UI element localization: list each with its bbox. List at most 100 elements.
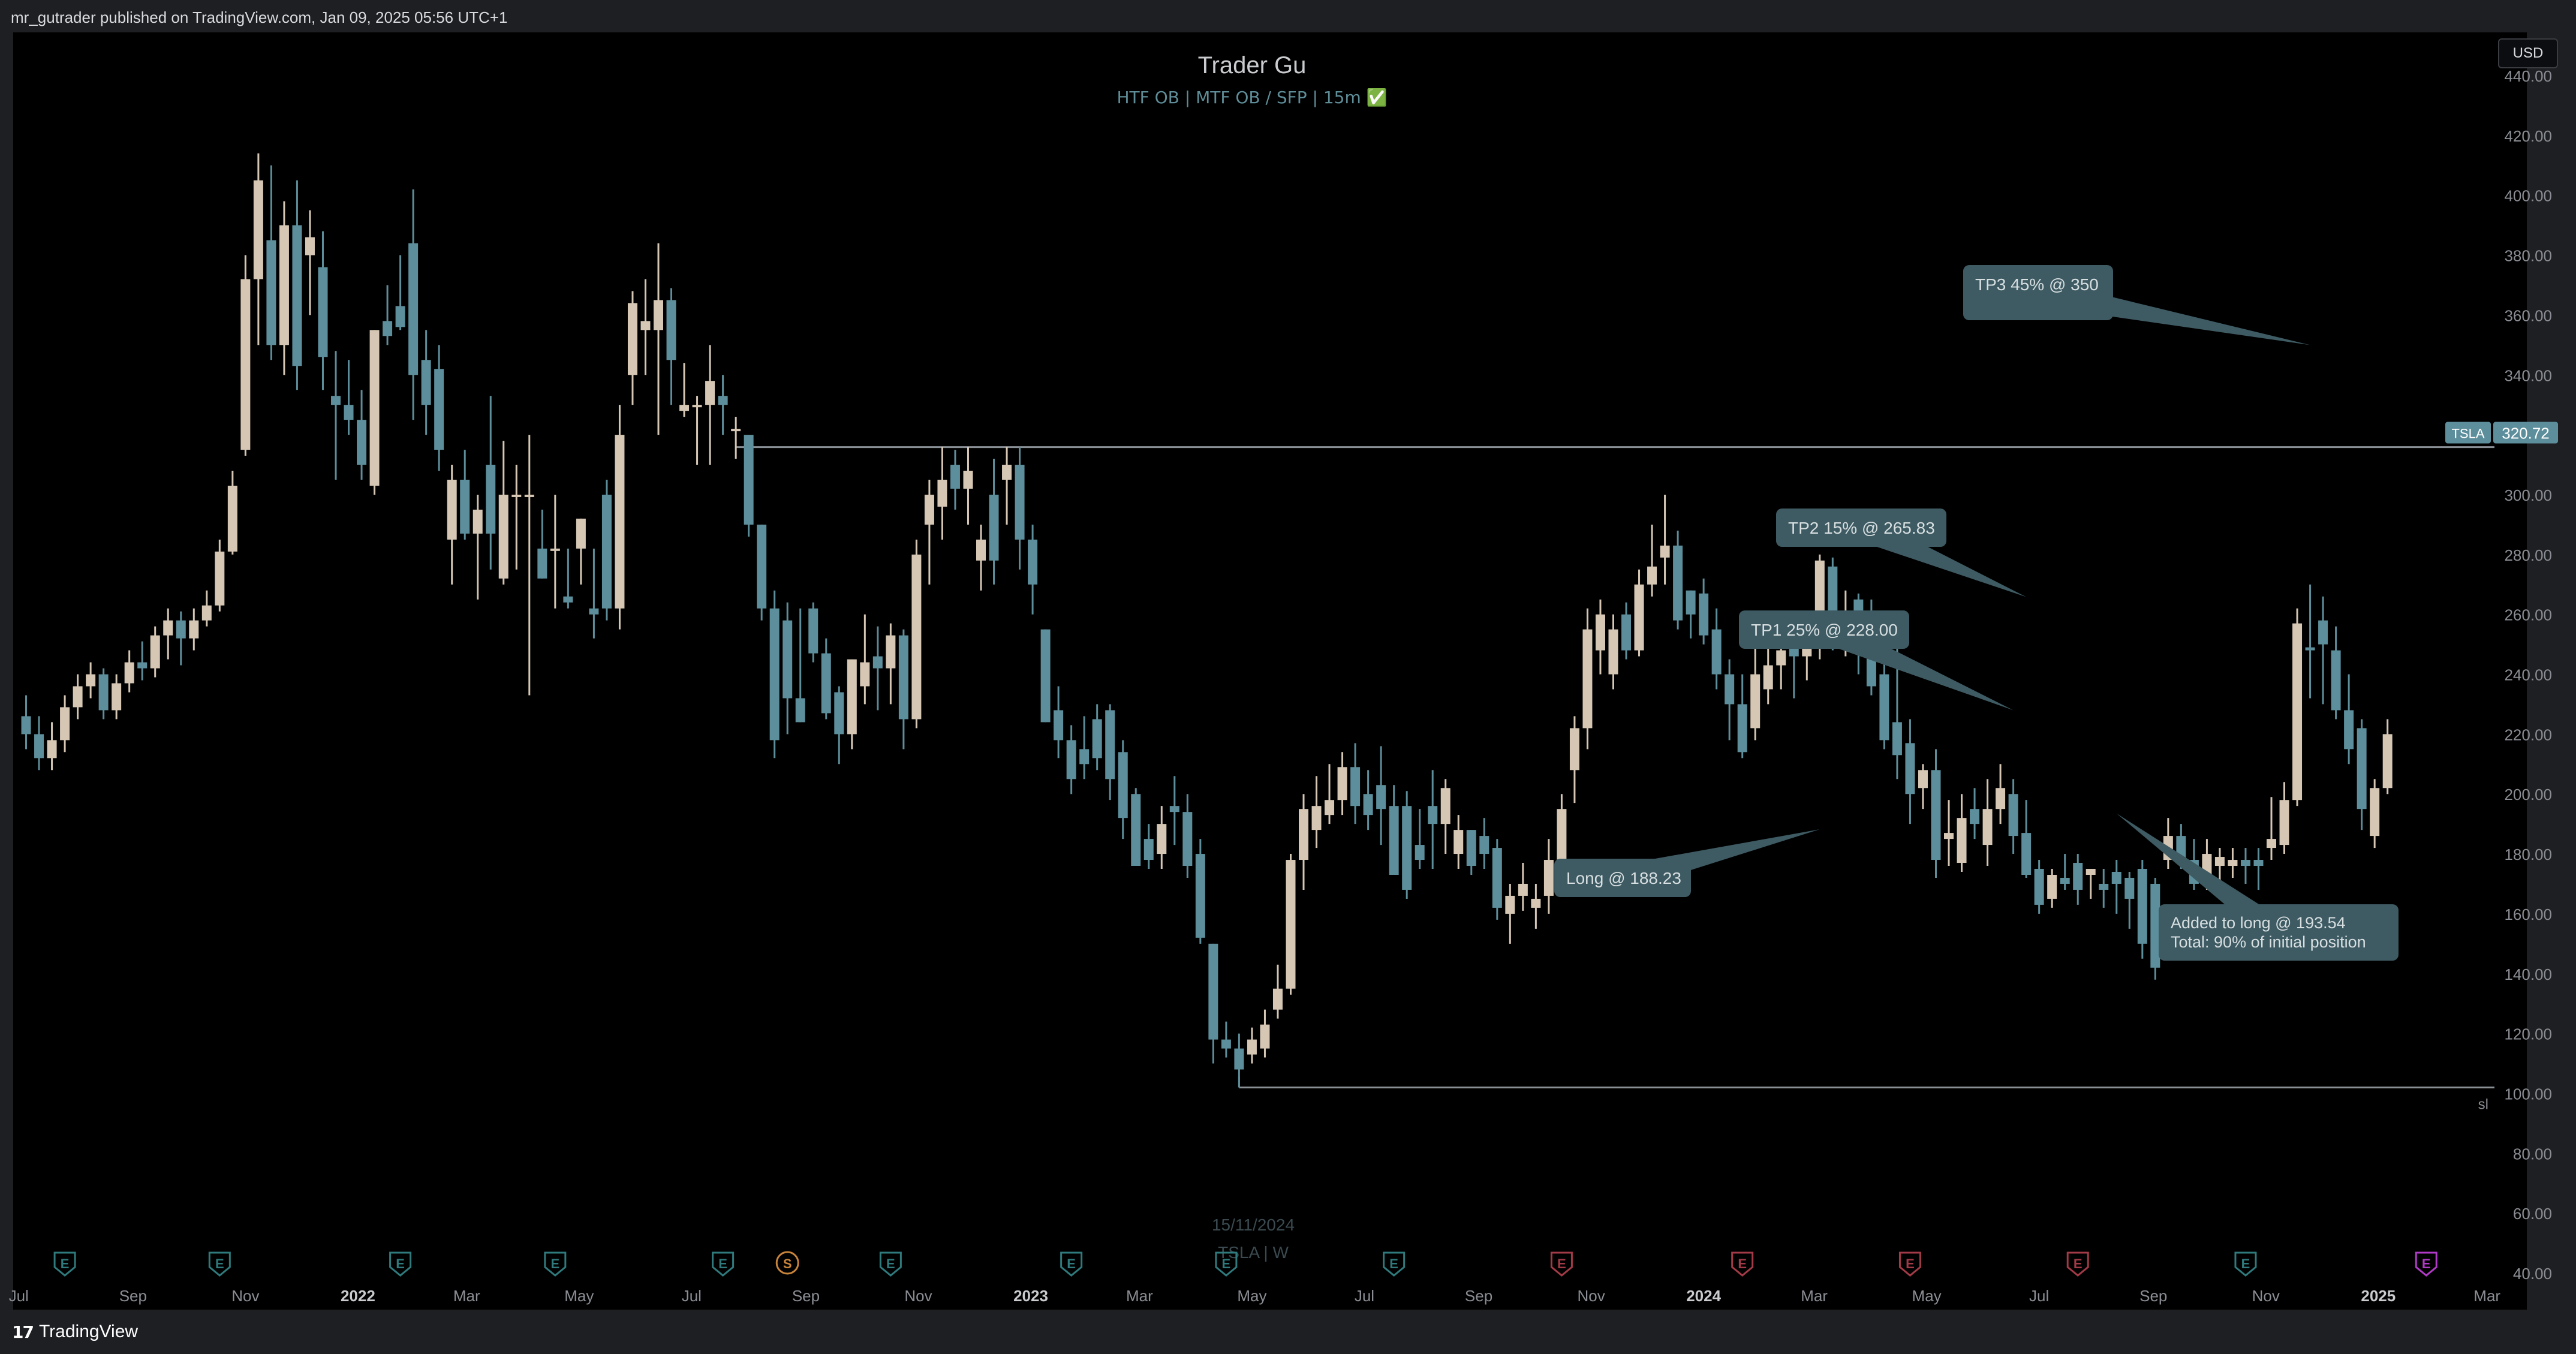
x-tick-label: 2025	[2361, 1287, 2396, 1305]
earnings-event-icon	[1383, 1251, 1406, 1277]
candle-body	[318, 267, 328, 357]
candle-body	[1402, 806, 1412, 890]
event-letter: E	[215, 1256, 224, 1271]
candle-body	[1879, 674, 1889, 741]
candle-body	[1557, 809, 1567, 860]
x-tick-label: May	[564, 1287, 594, 1305]
x-tick-label: Mar	[1126, 1287, 1153, 1305]
level-label: sl	[2478, 1096, 2488, 1112]
y-tick-label: 360.00	[2504, 306, 2552, 324]
candle-body	[2137, 869, 2147, 944]
callout-box	[1963, 265, 2113, 320]
candle-body	[1453, 830, 1464, 854]
y-tick-label: 340.00	[2504, 366, 2552, 384]
chart-area[interactable]	[13, 32, 2527, 1310]
callout-text: TP2 15% @ 265.83	[1788, 519, 1935, 537]
candle-body	[1054, 710, 1064, 741]
x-tick-label: 2023	[1013, 1287, 1048, 1305]
candle-body	[550, 548, 560, 551]
x-tick-label: Mar	[1801, 1287, 1828, 1305]
watermark-date: 15/11/2024	[1212, 1215, 1295, 1234]
x-tick-label: May	[1237, 1287, 1266, 1305]
candle-body	[1118, 752, 1128, 819]
candle-body	[2073, 863, 2083, 890]
publisher-text: mr_gutrader published on TradingView.com…	[11, 8, 508, 26]
candle-body	[692, 405, 702, 408]
candle-body	[615, 435, 625, 609]
x-tick-label: Nov	[1577, 1287, 1605, 1305]
y-tick-label: 220.00	[2504, 726, 2552, 744]
y-tick-label: 40.00	[2513, 1265, 2552, 1283]
candle-body	[1466, 830, 1476, 866]
candle-body	[408, 243, 419, 375]
x-tick-label: May	[1912, 1287, 1942, 1305]
earnings-event-icon	[879, 1251, 902, 1277]
candle-body	[1286, 860, 1296, 989]
candle-body	[2008, 794, 2018, 837]
event-letter: E	[718, 1256, 727, 1271]
y-tick-label: 380.00	[2504, 247, 2552, 265]
y-tick-label: 140.00	[2504, 965, 2552, 983]
candle-body	[1763, 665, 1773, 690]
last-price-tag	[2493, 422, 2558, 444]
currency-button[interactable]: USD	[2498, 38, 2558, 68]
y-tick-label: 300.00	[2504, 486, 2552, 504]
candle-body	[795, 698, 805, 723]
candle-body	[2318, 620, 2328, 645]
candle-body	[473, 509, 483, 534]
earnings-event-icon	[2415, 1251, 2437, 1277]
candle-body	[369, 330, 380, 486]
x-tick-label: Jul	[9, 1287, 29, 1305]
event-letter: E	[61, 1256, 70, 1271]
earnings-event-icon	[389, 1251, 412, 1277]
candle-body	[1299, 809, 1309, 860]
x-tick-label: Sep	[2139, 1287, 2167, 1305]
y-tick-label: 400.00	[2504, 187, 2552, 205]
candle-body	[1363, 794, 1373, 816]
candle-body	[395, 306, 405, 327]
tradingview-logo[interactable]: 17 TradingView	[12, 1322, 138, 1342]
earnings-event-icon	[1550, 1251, 1573, 1277]
candle-body	[1105, 710, 1115, 780]
candle-body	[150, 635, 160, 669]
candle-body	[2357, 728, 2367, 810]
candle-body	[1311, 806, 1322, 831]
candle-body	[1725, 674, 1735, 705]
y-tick-label: 280.00	[2504, 546, 2552, 564]
callout-text: Added to long @ 193.54	[2171, 914, 2346, 932]
candle-body	[511, 494, 522, 497]
candle-body	[201, 605, 212, 621]
candle-body	[1944, 833, 1954, 840]
candle-body	[1234, 1048, 1244, 1070]
candle-body	[2267, 839, 2277, 848]
earnings-event-icon	[208, 1251, 231, 1277]
earnings-event-icon	[1898, 1251, 1921, 1277]
candle-body	[808, 608, 818, 654]
candle-body	[757, 524, 767, 609]
candle-body	[640, 321, 651, 330]
candle-body	[1531, 898, 1541, 908]
callout-text: TP3 45% @ 350	[1975, 275, 2099, 294]
x-tick-label: Mar	[2473, 1287, 2500, 1305]
candle-body	[124, 662, 134, 684]
candle-body	[1066, 740, 1076, 780]
candle-body	[176, 620, 186, 639]
candle-body	[2292, 623, 2303, 801]
candle-body	[1092, 719, 1102, 759]
y-tick-label: 60.00	[2513, 1205, 2552, 1223]
candle-body	[266, 240, 276, 345]
candle-body	[1208, 943, 1218, 1040]
candle-body	[240, 279, 251, 450]
x-tick-label: 2022	[341, 1287, 375, 1305]
callout-box	[2159, 904, 2399, 961]
candle-body	[1325, 800, 1335, 816]
candle-body	[47, 740, 57, 759]
candle-body	[434, 369, 444, 450]
candle-body	[860, 662, 870, 687]
candle-body	[1028, 539, 1038, 585]
candle-body	[1479, 836, 1489, 854]
candle-body	[679, 405, 690, 411]
candle-body	[1131, 794, 1141, 866]
candle-body	[1673, 545, 1683, 621]
